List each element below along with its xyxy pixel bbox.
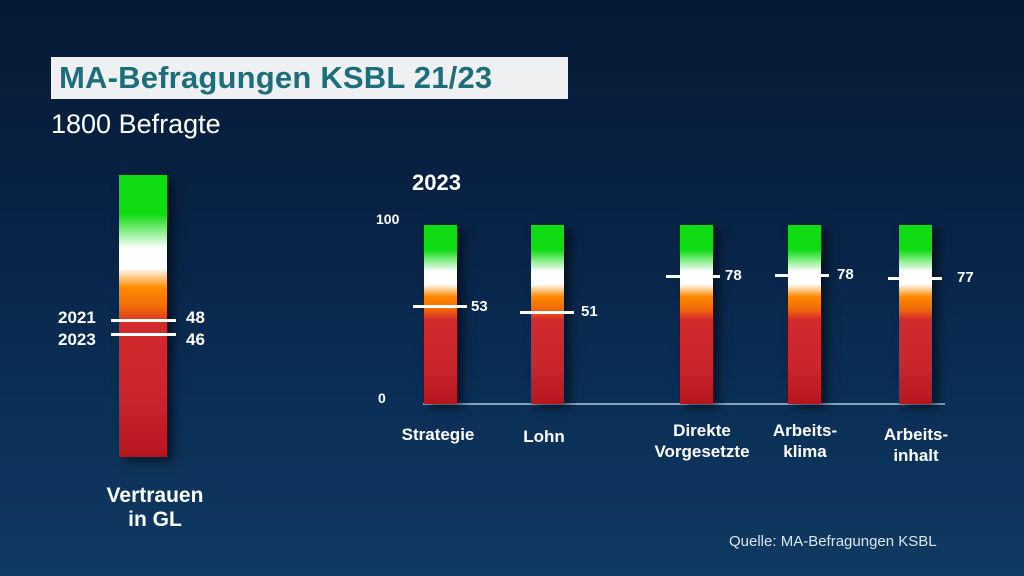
value-strategie: 53 xyxy=(471,298,488,315)
trust-gradient-bar xyxy=(119,175,167,457)
year-label-2023: 2023 xyxy=(58,330,96,349)
marker-2023 xyxy=(111,333,176,336)
value-direkte-vorgesetzte: 78 xyxy=(725,267,742,284)
axis-max-label: 100 xyxy=(376,211,400,227)
category-arbeitsklima-line1: Arbeits- xyxy=(772,421,838,440)
axis-min-label: 0 xyxy=(378,390,386,406)
category-strategie: Strategie xyxy=(383,424,493,445)
bar-arbeitsinhalt xyxy=(899,225,932,404)
chart-year-title: 2023 xyxy=(412,170,461,195)
marker-strategie xyxy=(413,305,467,308)
value-lohn: 51 xyxy=(581,303,598,320)
page-title: MA-Befragungen KSBL 21/23 xyxy=(59,60,493,95)
bar-arbeitsklima xyxy=(788,225,821,404)
marker-arbeitsinhalt xyxy=(888,277,942,280)
respondent-count: 1800 Befragte xyxy=(51,109,221,139)
x-axis-baseline xyxy=(423,403,945,405)
bar-direkte-vorgesetzte xyxy=(680,225,713,404)
trust-caption-line1: Vertrauen xyxy=(106,484,204,507)
category-arbeitsklima: Arbeits- klima xyxy=(750,420,860,462)
marker-arbeitsklima xyxy=(775,274,829,277)
bar-strategie xyxy=(424,225,457,404)
category-arbeitsinhalt: Arbeits- inhalt xyxy=(861,424,971,466)
category-direkte-vorgesetzte: Direkte Vorgesetzte xyxy=(647,420,757,462)
value-arbeitsklima: 78 xyxy=(837,266,854,283)
marker-2021 xyxy=(111,319,176,322)
category-arbeitsinhalt-line2: inhalt xyxy=(893,446,939,465)
category-direkte-vorgesetzte-line1: Direkte xyxy=(673,421,731,440)
value-label-2023: 46 xyxy=(186,330,205,349)
marker-lohn xyxy=(520,311,574,314)
category-lohn-line1: Lohn xyxy=(523,427,565,446)
value-label-2021: 48 xyxy=(186,308,205,327)
year-label-2021: 2021 xyxy=(58,308,96,327)
marker-direkte-vorgesetzte xyxy=(666,275,720,278)
trust-caption: Vertrauen in GL xyxy=(70,484,240,532)
category-arbeitsklima-line2: klima xyxy=(783,442,827,461)
category-arbeitsinhalt-line1: Arbeits- xyxy=(883,425,949,444)
title-box: MA-Befragungen KSBL 21/23 xyxy=(51,57,568,99)
value-arbeitsinhalt: 77 xyxy=(957,269,974,286)
source-note: Quelle: MA-Befragungen KSBL xyxy=(729,533,937,550)
bar-lohn xyxy=(531,225,564,404)
category-direkte-vorgesetzte-line2: Vorgesetzte xyxy=(654,442,750,461)
category-strategie-line1: Strategie xyxy=(401,425,475,444)
category-lohn: Lohn xyxy=(489,426,599,447)
trust-caption-line2: in GL xyxy=(128,508,182,531)
